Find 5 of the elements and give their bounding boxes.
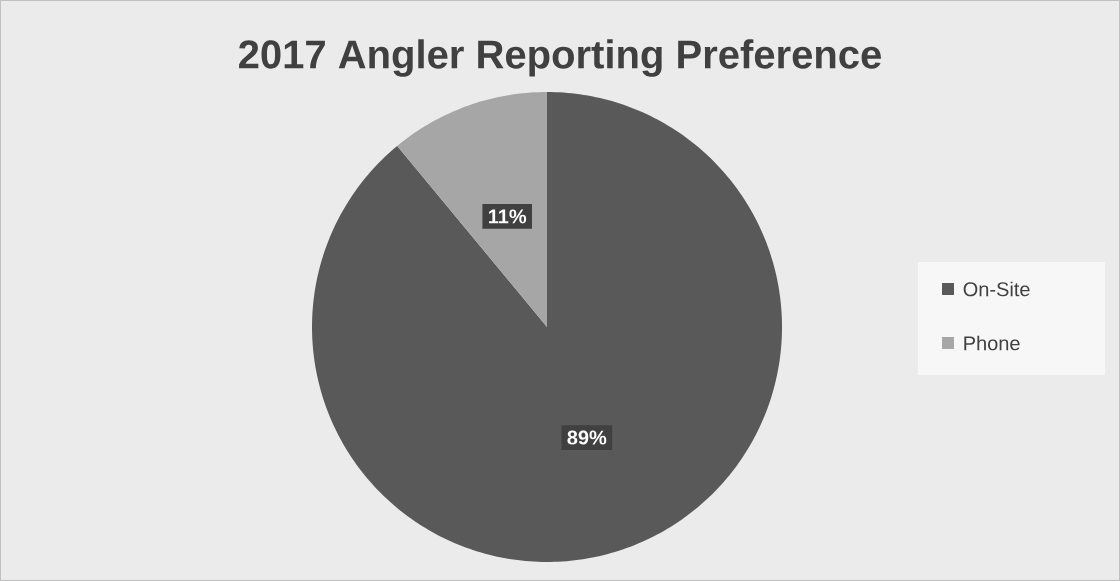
legend-label: On-Site xyxy=(963,281,1030,297)
data-label: 89% xyxy=(567,430,607,445)
chart-title: 2017 Angler Reporting Preference xyxy=(239,39,881,77)
data-label: 11% xyxy=(489,209,527,224)
legend-label: Phone xyxy=(964,335,1020,351)
